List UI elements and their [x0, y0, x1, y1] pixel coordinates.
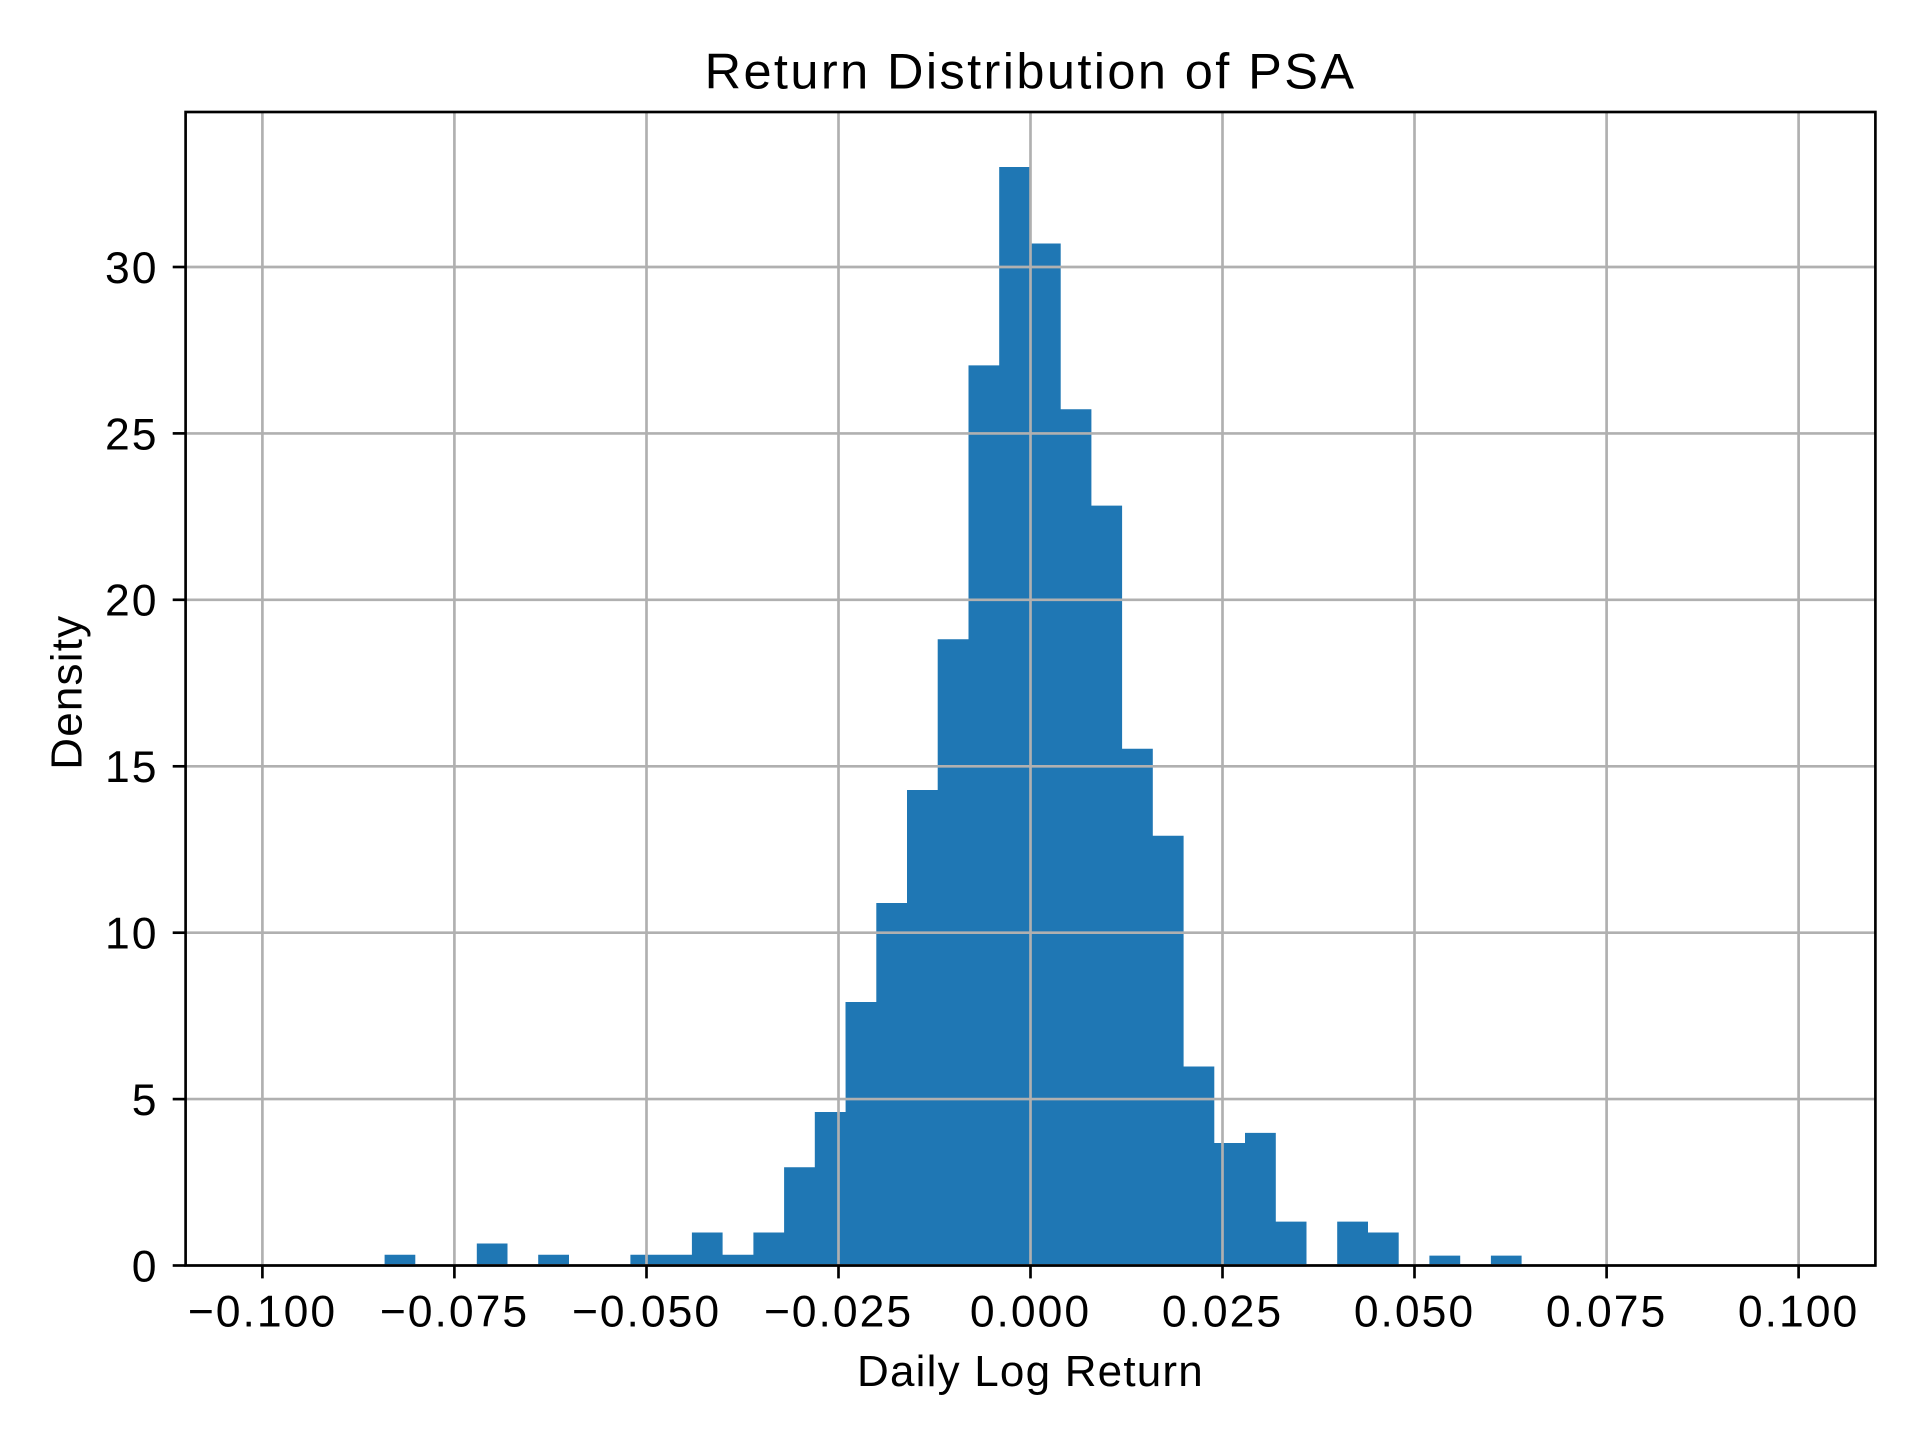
svg-text:15: 15 [105, 743, 159, 792]
svg-text:Return Distribution of PSA: Return Distribution of PSA [705, 42, 1357, 99]
svg-text:0.025: 0.025 [1162, 1287, 1283, 1336]
svg-text:0.050: 0.050 [1354, 1287, 1475, 1336]
svg-text:−0.050: −0.050 [572, 1287, 721, 1336]
svg-text:20: 20 [105, 577, 159, 626]
svg-text:0.075: 0.075 [1546, 1287, 1667, 1336]
svg-text:−0.025: −0.025 [764, 1287, 913, 1336]
svg-text:0.100: 0.100 [1738, 1287, 1859, 1336]
svg-text:Daily Log Return: Daily Log Return [857, 1347, 1204, 1396]
svg-text:0: 0 [132, 1242, 159, 1291]
svg-text:10: 10 [105, 910, 159, 959]
svg-text:0.000: 0.000 [970, 1287, 1091, 1336]
svg-text:−0.100: −0.100 [188, 1287, 337, 1336]
svg-text:5: 5 [132, 1076, 159, 1125]
svg-text:30: 30 [105, 244, 159, 293]
svg-text:25: 25 [105, 410, 159, 459]
svg-text:Density: Density [43, 615, 92, 770]
svg-text:−0.075: −0.075 [380, 1287, 529, 1336]
